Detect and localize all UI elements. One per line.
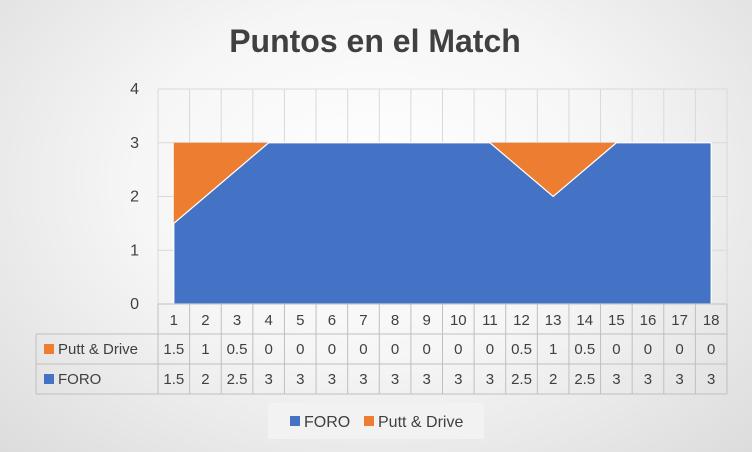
table-row-label: FORO bbox=[58, 371, 101, 388]
table-cell-value: 1 bbox=[549, 341, 557, 358]
table-cell-value: 1 bbox=[201, 341, 209, 358]
x-tick-label: 3 bbox=[233, 312, 241, 329]
table-cell-value: 0 bbox=[644, 341, 652, 358]
table-cell-value: 0 bbox=[486, 341, 494, 358]
table-cell-value: 0.5 bbox=[574, 341, 595, 358]
table-cell-value: 3 bbox=[612, 371, 620, 388]
table-cell-value: 3 bbox=[423, 371, 431, 388]
table-cell-value: 0.5 bbox=[227, 341, 248, 358]
table-cell-value: 3 bbox=[486, 371, 494, 388]
y-tick-label: 0 bbox=[130, 296, 139, 313]
x-tick-label: 7 bbox=[359, 312, 367, 329]
x-tick-label: 2 bbox=[201, 312, 209, 329]
table-cell-value: 2.5 bbox=[574, 371, 595, 388]
series-area-foro bbox=[173, 142, 712, 305]
table-cell-value: 3 bbox=[359, 371, 367, 388]
x-tick-label: 17 bbox=[671, 312, 688, 329]
legend-key bbox=[364, 416, 374, 426]
table-cell-value: 0 bbox=[612, 341, 620, 358]
table-cell-value: 0 bbox=[675, 341, 683, 358]
table-cell-value: 3 bbox=[296, 371, 304, 388]
x-tick-label: 12 bbox=[513, 312, 530, 329]
table-cell-value: 3 bbox=[644, 371, 652, 388]
table-cell-value: 1.5 bbox=[163, 341, 184, 358]
table-cell-value: 0 bbox=[264, 341, 272, 358]
table-cell-value: 3 bbox=[454, 371, 462, 388]
table-cell-value: 3 bbox=[391, 371, 399, 388]
table-cell-value: 0 bbox=[707, 341, 715, 358]
table-cell-value: 3 bbox=[675, 371, 683, 388]
table-cell-value: 2 bbox=[201, 371, 209, 388]
table-legend-key bbox=[44, 374, 54, 384]
table-cell-value: 1.5 bbox=[163, 371, 184, 388]
table-legend-key bbox=[44, 344, 54, 354]
y-tick-label: 2 bbox=[130, 189, 139, 206]
x-tick-label: 16 bbox=[640, 312, 657, 329]
x-tick-label: 14 bbox=[576, 312, 593, 329]
x-tick-label: 18 bbox=[703, 312, 720, 329]
legend-label: FORO bbox=[304, 414, 350, 431]
table-cell-value: 3 bbox=[264, 371, 272, 388]
table-cell-value: 3 bbox=[707, 371, 715, 388]
table-cell-value: 0 bbox=[296, 341, 304, 358]
legend-box bbox=[268, 403, 484, 439]
legend-key bbox=[290, 416, 300, 426]
table-cell-value: 0 bbox=[423, 341, 431, 358]
x-tick-label: 8 bbox=[391, 312, 399, 329]
x-tick-label: 10 bbox=[450, 312, 467, 329]
y-tick-label: 1 bbox=[130, 242, 139, 259]
table-cell-value: 0 bbox=[359, 341, 367, 358]
x-tick-label: 5 bbox=[296, 312, 304, 329]
y-tick-label: 3 bbox=[130, 135, 139, 152]
table-cell-value: 0.5 bbox=[511, 341, 532, 358]
table-cell-value: 2 bbox=[549, 371, 557, 388]
x-tick-label: 11 bbox=[482, 312, 498, 329]
table-cell-value: 0 bbox=[391, 341, 399, 358]
x-tick-label: 6 bbox=[328, 312, 336, 329]
table-cell-value: 2.5 bbox=[227, 371, 248, 388]
legend: FORO Putt & Drive bbox=[268, 403, 484, 439]
table-cell-value: 0 bbox=[328, 341, 336, 358]
legend-label: Putt & Drive bbox=[378, 414, 463, 431]
x-tick-label: 1 bbox=[170, 312, 178, 329]
y-axis: 0 1 2 3 4 bbox=[130, 81, 139, 313]
y-tick-label: 4 bbox=[130, 81, 139, 98]
chart-title: Puntos en el Match bbox=[229, 23, 521, 59]
x-tick-label: 9 bbox=[423, 312, 431, 329]
table-row-label: Putt & Drive bbox=[58, 341, 138, 358]
plot-area bbox=[173, 142, 712, 305]
series-area-putt-drive bbox=[173, 142, 712, 224]
table-cell-value: 3 bbox=[328, 371, 336, 388]
x-tick-label: 4 bbox=[264, 312, 272, 329]
x-tick-label: 15 bbox=[608, 312, 625, 329]
x-tick-label: 13 bbox=[545, 312, 562, 329]
table-cell-value: 2.5 bbox=[511, 371, 532, 388]
table-cell-value: 0 bbox=[454, 341, 462, 358]
